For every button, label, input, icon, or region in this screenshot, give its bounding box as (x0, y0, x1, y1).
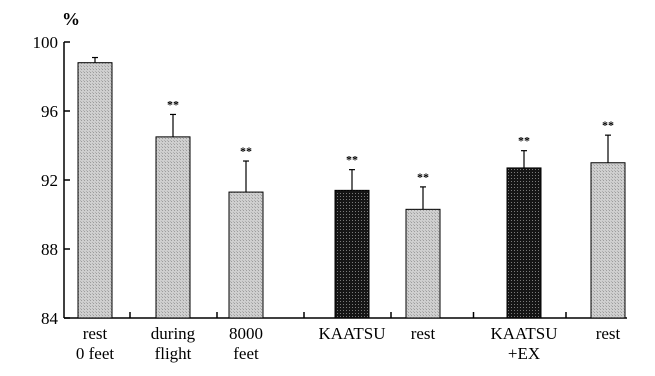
bar-4 (405, 208, 441, 319)
y-tick-label: 88 (41, 240, 58, 259)
bar-5 (506, 167, 542, 319)
x-tick-label-2-0: 8000 (229, 324, 263, 343)
bar-0 (77, 62, 113, 319)
x-tick-label-5-0: KAATSU (490, 324, 557, 343)
x-tick-label-4-0: rest (411, 324, 436, 343)
bar-2 (228, 191, 264, 319)
bar-1 (155, 136, 191, 319)
y-tick-label: 96 (41, 102, 58, 121)
significance-marker-5: ** (518, 134, 530, 148)
bars: ** ** ** ** ** ** (77, 56, 626, 319)
significance-marker-6: ** (602, 118, 614, 132)
x-tick-label-1-0: during (151, 324, 196, 343)
significance-marker-3: ** (346, 153, 358, 167)
x-tick-label-3-0: KAATSU (318, 324, 385, 343)
x-tick-label-1-1: flight (155, 344, 192, 363)
y-axis-label: % (62, 9, 80, 29)
x-tick-label-0-0: rest (83, 324, 108, 343)
x-tick-label-2-1: feet (233, 344, 259, 363)
significance-marker-4: ** (417, 170, 429, 184)
x-tick-label-6-0: rest (596, 324, 621, 343)
significance-marker-1: ** (167, 97, 179, 111)
x-tick-label-5-1: +EX (508, 344, 540, 363)
y-tick-label: 92 (41, 171, 58, 190)
significance-marker-2: ** (240, 144, 252, 158)
bar-6 (590, 162, 626, 319)
y-tick-label: 84 (41, 309, 59, 328)
x-tick-label-0-1: 0 feet (76, 344, 115, 363)
y-tick-label: 100 (33, 33, 59, 52)
bar-3 (334, 189, 370, 319)
